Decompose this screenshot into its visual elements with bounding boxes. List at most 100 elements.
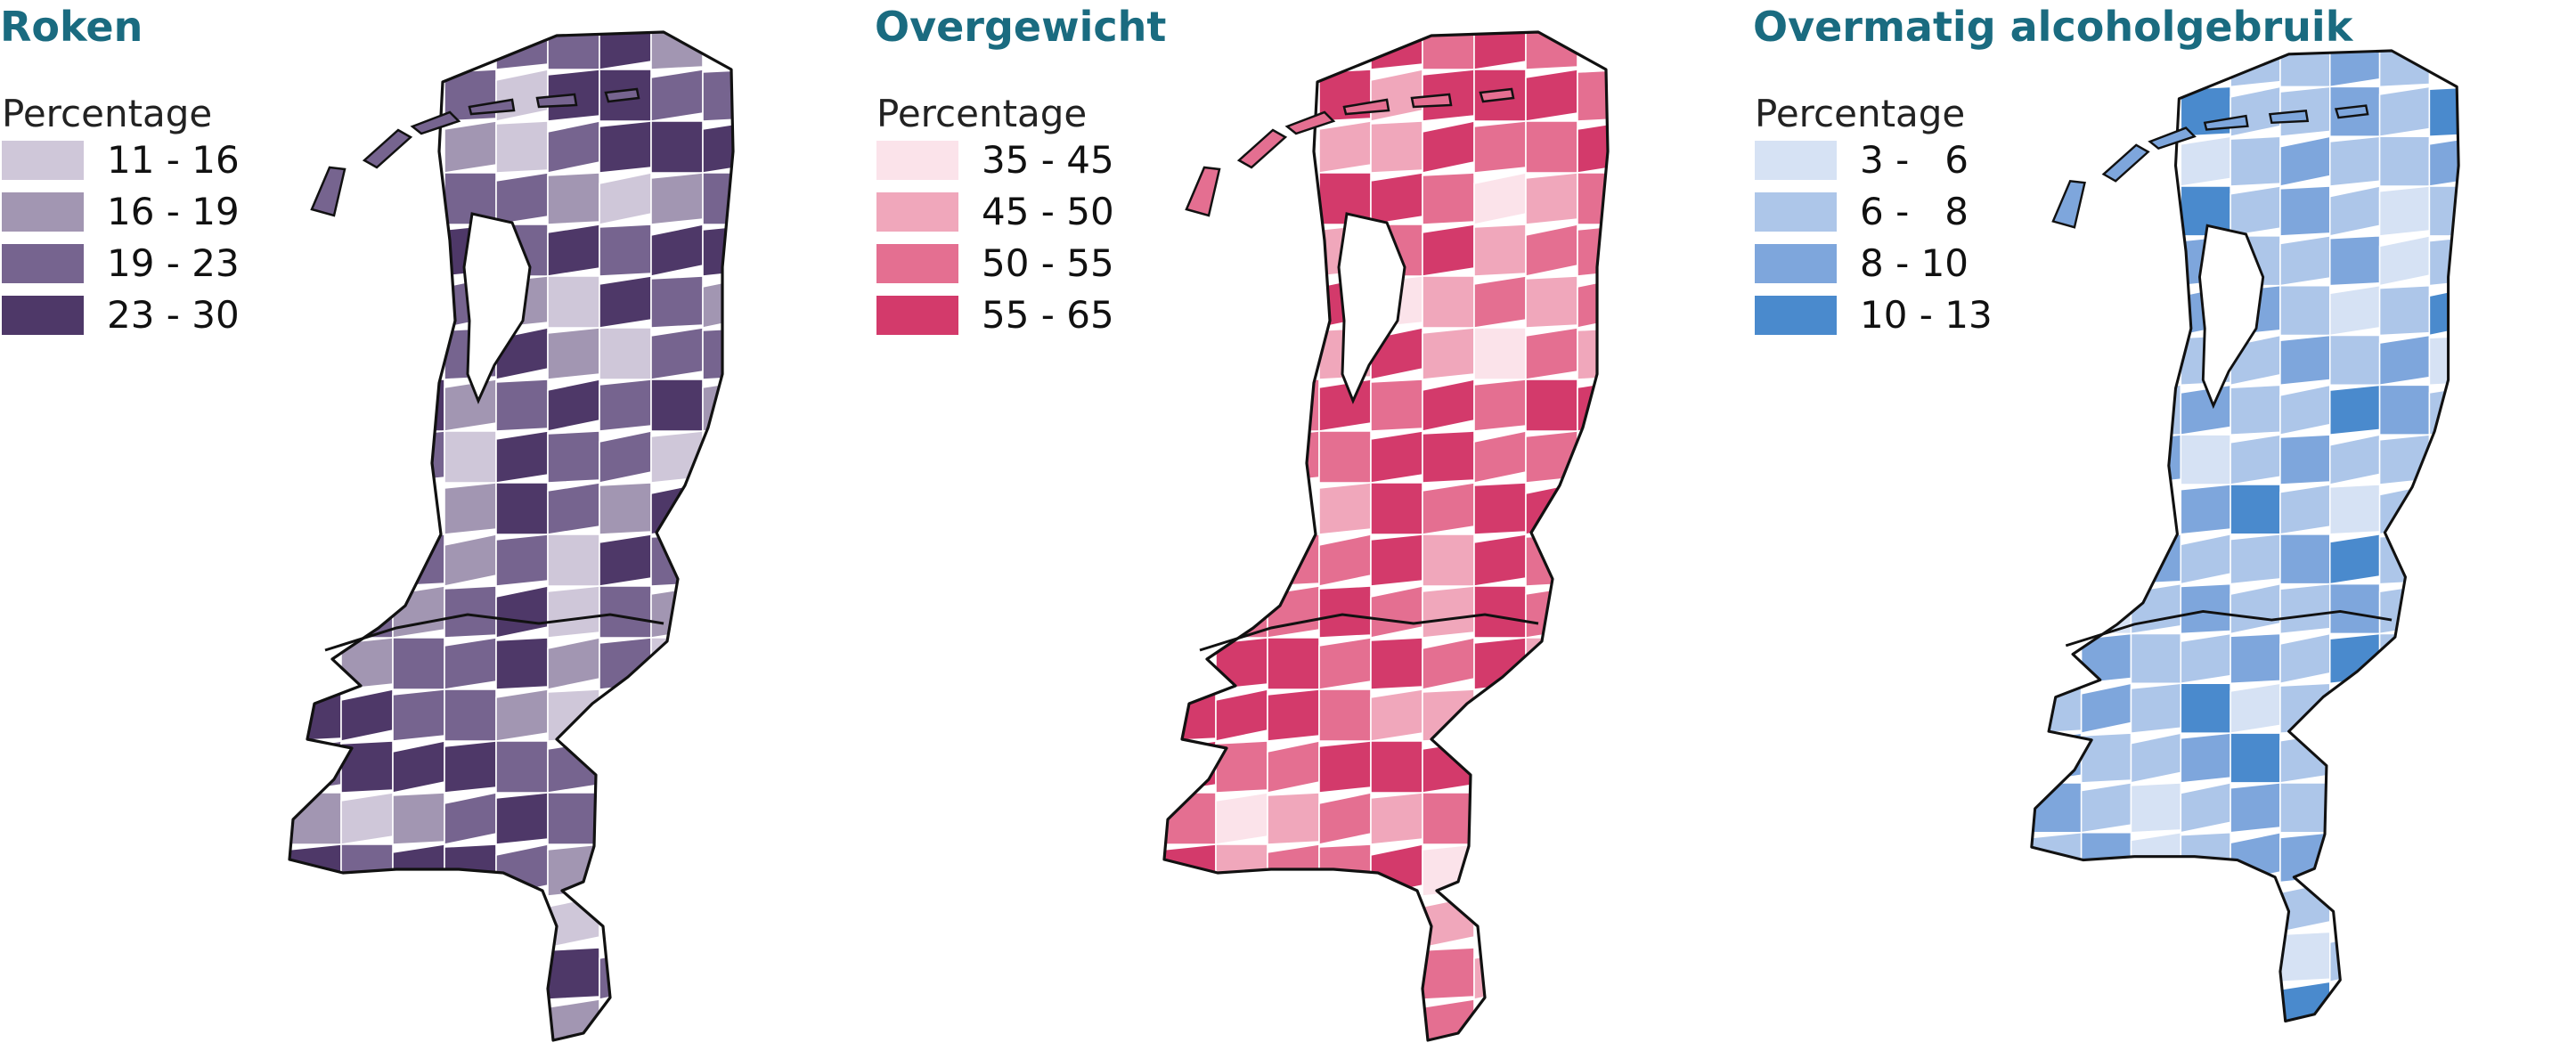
municipality-region [2230,782,2281,834]
municipality-region [599,585,652,639]
municipality-region [2328,484,2381,535]
municipality-region [1318,379,1372,432]
municipality-region [2230,582,2281,635]
municipality-region [2378,234,2431,287]
municipality-region [1267,792,1320,845]
municipality-region [2328,235,2381,287]
legend-swatch [876,244,958,283]
municipality-region [1525,224,1578,277]
municipality-region [547,637,600,690]
wadden-island [1284,110,1336,135]
municipality-region [1370,69,1423,122]
municipality-region [1267,430,1320,484]
legend-swatch [2,141,84,180]
municipality-region [495,792,549,845]
municipality-region [1164,740,1217,794]
municipality-region [340,688,394,742]
legend-swatch [1755,244,1837,283]
municipality-region [650,69,704,122]
municipality-region [1422,430,1475,484]
legend-label: 19 - 23 [107,241,240,285]
municipality-region [547,32,600,70]
legend: Percentage 11 - 16 16 - 19 19 - 23 23 - … [2,93,240,342]
municipality-region [2378,50,2431,88]
municipality-region [340,637,394,690]
municipality-region [1215,585,1268,639]
municipality-region [702,69,733,122]
municipality-region [547,534,600,587]
municipality-region [2279,782,2331,834]
municipality-region [2328,284,2381,337]
municipality-region [2230,682,2281,734]
municipality-region [2180,434,2231,485]
legend-swatch [876,192,958,232]
municipality-region [2279,931,2331,983]
wadden-island [2101,143,2150,183]
municipality-region [702,120,733,174]
municipality-region [2428,334,2459,387]
municipality-region [650,327,704,380]
municipality-region [2180,384,2231,436]
municipality-region [2230,384,2281,436]
municipality-region [1422,792,1475,845]
legend-swatch [2,244,84,283]
municipality-region [547,275,600,329]
legend-swatch [2,296,84,335]
municipality-region [2279,50,2331,88]
municipality-region [2230,434,2281,485]
municipality-region [1267,740,1320,794]
municipality-region [1422,740,1475,794]
municipality-region [2279,434,2331,485]
municipality-region [340,585,394,639]
municipality-region [1164,792,1217,845]
municipality-region [495,120,549,174]
municipality-region [2279,234,2331,287]
municipality-region [1370,688,1423,742]
municipality-region [547,740,600,794]
legend-label: 55 - 65 [982,293,1114,337]
municipality-region [650,224,704,277]
legend-item: 50 - 55 [876,239,1114,290]
municipality-region [444,120,497,174]
municipality-region [444,379,497,432]
municipality-region [1422,534,1475,587]
country-outline [1162,30,1610,1042]
municipality-region [2378,135,2431,187]
municipality-region [1473,327,1527,380]
municipality-region [2180,533,2231,585]
municipality-region [340,792,394,845]
legend: Percentage 35 - 45 45 - 50 50 - 55 55 - … [876,93,1114,342]
municipality-region [1577,69,1608,122]
municipality-region [2378,284,2431,337]
municipality-region [392,585,445,639]
legend-label: 6 - 8 [1860,190,1969,233]
municipality-region [1525,379,1578,432]
municipality-region [2428,135,2459,187]
municipality-region [599,172,652,225]
municipality-region [495,637,549,690]
municipality-region [1473,275,1527,329]
municipality-region [1215,637,1268,690]
municipality-region [444,585,497,639]
municipality-region [2328,50,2381,88]
legend-label: 3 - 6 [1860,138,1969,182]
municipality-region [547,998,600,1040]
legend-swatch [1755,296,1837,335]
municipality-region [392,740,445,794]
regions-layer [289,32,733,1040]
wadden-island [1410,93,1453,109]
legend-heading: Percentage [1755,92,1966,135]
municipality-region [1370,482,1423,535]
municipality-region [650,120,704,174]
wadden-island [310,166,346,217]
municipality-region [599,275,652,329]
municipality-region [392,688,445,742]
panel-title: Roken [0,3,143,51]
municipality-region [2328,434,2381,485]
municipality-region [2428,86,2459,138]
wadden-island [362,128,413,169]
wadden-island [410,110,461,135]
river-line [1199,613,1539,652]
municipality-region [2080,632,2132,685]
municipality-region [702,275,733,329]
